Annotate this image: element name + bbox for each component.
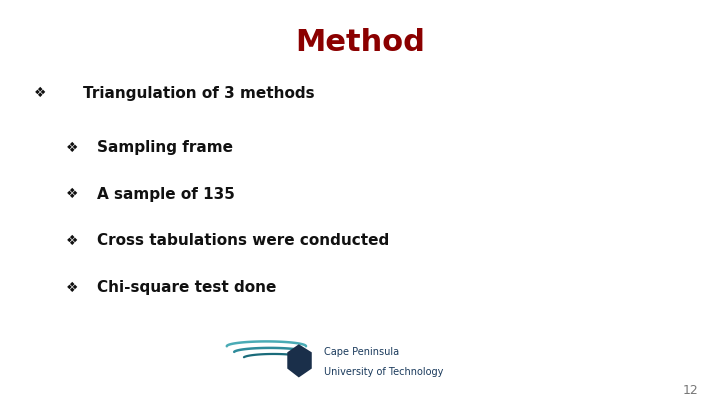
Text: Chi-square test done: Chi-square test done [97, 280, 276, 295]
Polygon shape [287, 344, 312, 377]
Text: University of Technology: University of Technology [324, 367, 444, 377]
Text: Cape Peninsula: Cape Peninsula [324, 347, 399, 357]
Text: ❖: ❖ [66, 281, 78, 294]
Text: A sample of 135: A sample of 135 [97, 187, 235, 202]
Text: ❖: ❖ [66, 188, 78, 201]
Text: ❖: ❖ [66, 234, 78, 248]
Text: 12: 12 [683, 384, 698, 397]
Text: Sampling frame: Sampling frame [97, 140, 233, 156]
Text: Cross tabulations were conducted: Cross tabulations were conducted [97, 233, 390, 249]
Text: Method: Method [295, 28, 425, 58]
Text: ❖: ❖ [66, 141, 78, 155]
Text: Triangulation of 3 methods: Triangulation of 3 methods [83, 85, 315, 101]
Text: ❖: ❖ [33, 86, 46, 100]
